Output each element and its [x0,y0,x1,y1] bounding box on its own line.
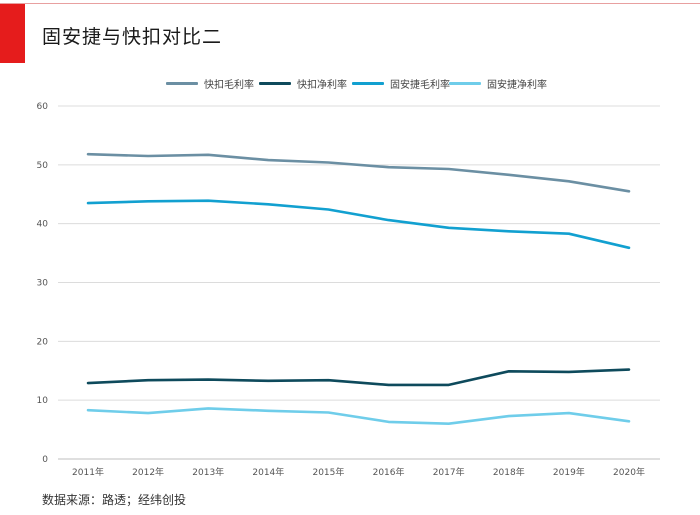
legend-label: 固安捷毛利率 [390,80,450,91]
legend-label: 固安捷净利率 [487,80,547,91]
data-source: 数据来源：路透；经纬创投 [42,493,187,507]
series-line-4 [86,407,631,426]
series-line-3 [86,199,631,250]
legend-swatch [259,82,291,85]
legend-item: 固安捷毛利率 [352,76,450,91]
legend-swatch [166,82,198,85]
x-tick-label: 2011年 [72,466,104,478]
y-tick-label: 0 [42,455,48,465]
y-tick-label: 40 [37,220,49,230]
y-tick-label: 10 [37,396,49,406]
chart-legend: 快扣毛利率 快扣净利率 固安捷毛利率 固安捷净利率 [0,76,700,94]
accent-bar [0,4,25,63]
x-tick-label: 2013年 [192,466,224,478]
x-tick-label: 2018年 [493,466,525,478]
series-line-2 [86,368,631,387]
x-tick-label: 2015年 [312,466,344,478]
x-tick-label: 2016年 [373,466,405,478]
y-tick-label: 30 [37,279,49,289]
legend-swatch [352,82,384,85]
legend-item: 快扣毛利率 [166,76,254,91]
y-tick-label: 60 [37,102,49,112]
page-title: 固安捷与快扣对比二 [42,26,223,48]
series-line-1 [86,152,631,193]
x-tick-label: 2020年 [613,466,645,478]
x-tick-label: 2012年 [132,466,164,478]
legend-swatch [449,82,481,85]
legend-item: 快扣净利率 [259,76,347,91]
legend-label: 快扣毛利率 [204,80,254,91]
x-tick-label: 2019年 [553,466,585,478]
header-divider [0,3,700,4]
legend-label: 快扣净利率 [297,80,347,91]
legend-item: 固安捷净利率 [449,76,547,91]
y-tick-label: 20 [37,337,49,347]
y-tick-label: 50 [37,161,49,171]
x-tick-label: 2014年 [252,466,284,478]
x-tick-label: 2017年 [433,466,465,478]
